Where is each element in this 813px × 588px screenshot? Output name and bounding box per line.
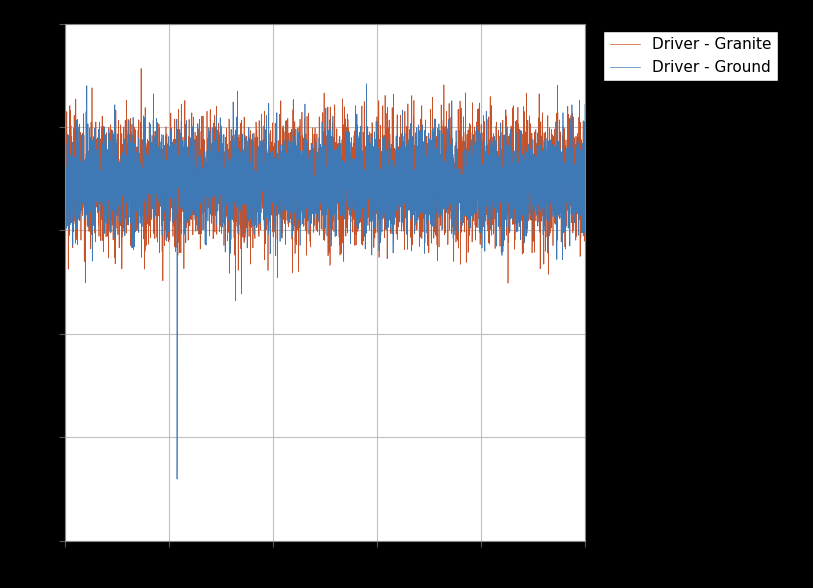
Line: Driver - Ground: Driver - Ground — [65, 84, 585, 479]
Driver - Granite — [231, 297, 241, 304]
Driver - Granite — [259, 153, 269, 160]
Legend: Driver - Granite, Driver - Ground: Driver - Granite, Driver - Ground — [603, 31, 778, 81]
Driver - Granite — [372, 192, 382, 199]
Driver - Granite — [154, 168, 164, 175]
Driver - Ground — [398, 151, 408, 158]
Driver - Granite — [398, 166, 408, 173]
Driver - Ground — [172, 476, 182, 483]
Driver - Granite — [488, 198, 498, 205]
Driver - Granite — [137, 65, 146, 72]
Driver - Ground — [259, 122, 269, 129]
Line: Driver - Granite: Driver - Granite — [65, 69, 585, 300]
Driver - Ground — [362, 81, 372, 88]
Driver - Granite — [60, 212, 70, 219]
Driver - Ground — [60, 165, 70, 172]
Driver - Ground — [449, 228, 459, 235]
Driver - Granite — [580, 220, 590, 227]
Driver - Ground — [488, 139, 498, 146]
Driver - Ground — [580, 199, 590, 206]
Driver - Ground — [372, 225, 382, 232]
Driver - Granite — [449, 188, 459, 195]
Driver - Ground — [154, 162, 164, 169]
